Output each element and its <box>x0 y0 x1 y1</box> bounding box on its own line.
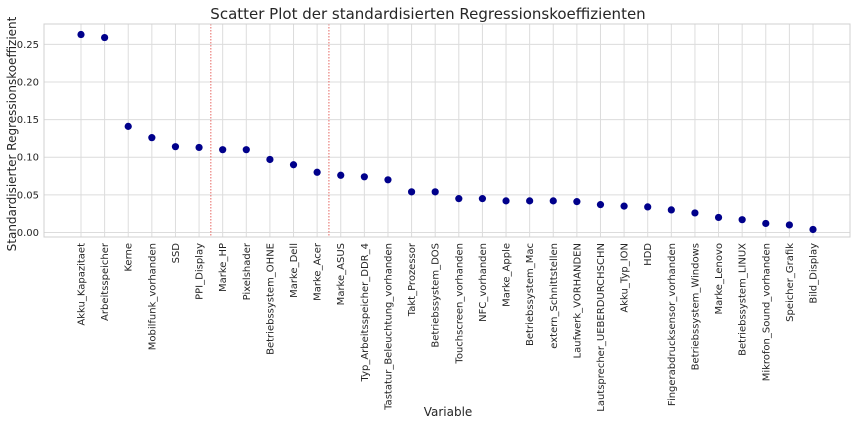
data-point <box>384 176 392 184</box>
x-tick-label: NFC_vorhanden <box>478 243 489 322</box>
x-tick-label: Arbeitsspeicher <box>100 242 111 321</box>
data-point <box>809 225 817 234</box>
data-point <box>407 188 416 196</box>
y-tick-label: 0.25 <box>17 40 39 51</box>
data-point <box>313 168 321 176</box>
data-point <box>337 171 345 179</box>
data-point <box>360 173 368 181</box>
x-tick-label: Laufwerk_VORHANDEN <box>572 243 583 358</box>
x-tick-label: Pixelshader <box>242 242 253 300</box>
data-point <box>148 134 156 142</box>
x-tick-label: Betriebssystem_DOS <box>431 243 442 348</box>
x-tick-label: Marke_ASUS <box>336 243 347 305</box>
x-tick-label: Touchscreen_vorhanden <box>454 243 465 365</box>
x-tick-label: Akku_Typ_ION <box>620 243 631 313</box>
y-tick-label: 0.15 <box>17 115 39 126</box>
y-tick-label: 0.00 <box>17 228 39 239</box>
x-tick-label: Betriebssystem_Mac <box>525 243 536 346</box>
x-tick-label: Betriebssystem_OHNE <box>265 243 276 355</box>
grid-layer <box>44 24 850 237</box>
data-point <box>667 206 675 214</box>
x-tick-label: Tastatur_Beleuchtung_vorhanden <box>383 243 394 411</box>
x-tick-label: HDD <box>643 243 654 266</box>
data-point <box>526 197 534 205</box>
data-point <box>289 161 298 169</box>
x-tick-label: Lautsprecher_UEBERDURCHSCHN <box>596 243 607 412</box>
data-point <box>762 219 770 228</box>
y-tick-label: 0.05 <box>17 190 39 201</box>
x-tick-label: Bild_Display <box>809 243 820 304</box>
x-tick-label: Marke_HP <box>218 243 229 292</box>
data-point <box>455 195 463 203</box>
data-point <box>691 209 699 217</box>
x-tick-label: Marke_Dell <box>289 243 300 298</box>
x-tick-label: Typ_Arbeitsspeicher_DDR_4 <box>360 243 371 382</box>
data-point <box>596 201 605 209</box>
plot-frame <box>43 23 851 238</box>
y-tick-labels: 0.00 0.05 0.10 0.15 0.20 0.25 <box>17 40 39 239</box>
x-tick-label: Marke_Acer <box>313 242 324 301</box>
x-tick-label: extern_Schnittstellen <box>549 243 560 349</box>
data-point <box>101 33 109 42</box>
x-tick-label: Mobilfunk_vorhanden <box>147 243 158 350</box>
data-point <box>714 213 723 222</box>
data-point <box>171 143 180 151</box>
data-points <box>77 30 817 234</box>
data-point <box>644 203 652 211</box>
data-point <box>77 30 85 39</box>
y-tick-label: 0.10 <box>17 153 39 164</box>
x-tick-labels: Akku_Kapazitaet Arbeitsspeicher Kerne Mobil… <box>77 242 820 412</box>
x-tick-label: Betriebssystem_Windows <box>690 243 701 370</box>
y-axis-label: Standardisierter Regressionskoeffizient <box>5 16 19 251</box>
y-tick-label: 0.20 <box>17 77 39 88</box>
x-tick-label: Kerne <box>124 243 135 272</box>
data-point <box>431 188 439 196</box>
data-point <box>620 202 628 210</box>
x-tick-label: Betriebssystem_LINUX <box>738 243 749 356</box>
data-point <box>266 155 274 164</box>
data-point <box>195 143 203 152</box>
x-tick-label: Speicher_Grafik <box>785 243 796 322</box>
x-tick-label: Marke_Lenovo <box>714 243 725 315</box>
divider-layer <box>210 24 330 237</box>
x-tick-label: Akku_Kapazitaet <box>77 243 88 326</box>
data-point <box>478 195 487 203</box>
x-tick-label: Mikrofon_Sound_vorhanden <box>761 243 772 381</box>
x-tick-label: Marke_Apple <box>502 243 513 307</box>
x-axis-label: Variable <box>424 405 473 419</box>
x-tick-label: Fingerabdrucksensor_vorhanden <box>667 243 678 406</box>
data-point <box>219 146 227 154</box>
data-point <box>573 198 581 206</box>
chart-title: Scatter Plot der standardisierten Regres… <box>210 5 645 23</box>
data-point <box>738 216 746 224</box>
data-point <box>785 221 793 229</box>
x-tick-label: Takt_Prozessor <box>407 242 418 317</box>
data-point <box>242 146 250 154</box>
data-point <box>124 122 132 130</box>
x-tick-label: SSD <box>171 243 182 264</box>
x-tick-label: PPI_Display <box>195 243 206 300</box>
data-point <box>502 197 510 205</box>
data-point <box>549 197 557 205</box>
